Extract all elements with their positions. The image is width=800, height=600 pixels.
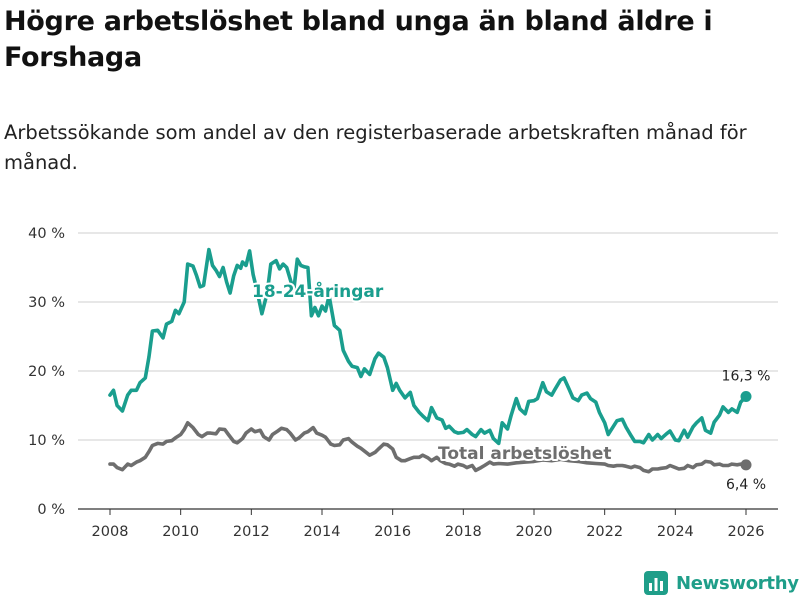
end-label-total: 6,4 % — [726, 477, 766, 493]
end-point-youth — [740, 391, 752, 403]
x-tick-label: 2008 — [92, 524, 129, 540]
brand-name: Newsworthy — [676, 572, 799, 594]
end-label-youth: 16,3 % — [722, 369, 771, 385]
y-tick-label: 40 % — [28, 226, 65, 242]
end-point-total — [740, 459, 752, 471]
x-tick-label: 2024 — [657, 524, 694, 540]
series-labels: 18-24-åringar Total arbetslöshet 16,3 % 6,4… — [250, 278, 771, 493]
x-tick-label: 2016 — [374, 524, 411, 540]
y-tick-label: 10 % — [28, 433, 65, 449]
y-tick-label: 0 % — [37, 502, 65, 518]
chart-subtitle: Arbetssökande som andel av den registerb… — [4, 121, 747, 174]
y-tick-label: 30 % — [28, 295, 65, 311]
series-line-youth — [108, 247, 748, 446]
x-tick-label: 2010 — [162, 524, 199, 540]
bar-chart-logo-icon — [644, 571, 668, 595]
x-tick-label: 2026 — [728, 524, 765, 540]
series-line-total — [108, 421, 748, 474]
chart-title: Högre arbetslöshet bland unga än bland ä… — [4, 6, 713, 73]
y-tick-label: 20 % — [28, 364, 65, 380]
brand-logo: Newsworthy — [644, 568, 799, 598]
series-label-total: Total arbetslöshet — [438, 444, 612, 464]
x-tick-label: 2022 — [586, 524, 623, 540]
series-label-youth: 18-24-åringar — [252, 280, 384, 302]
series-lines — [108, 247, 752, 474]
x-tick-label: 2018 — [445, 524, 482, 540]
axes: 0 % 10 % 20 % 30 % 40 % 2008 2010 2012 2014 2016 2… — [28, 226, 764, 540]
x-tick-label: 2014 — [304, 524, 341, 540]
x-tick-label: 2020 — [516, 524, 553, 540]
x-tick-label: 2012 — [233, 524, 270, 540]
